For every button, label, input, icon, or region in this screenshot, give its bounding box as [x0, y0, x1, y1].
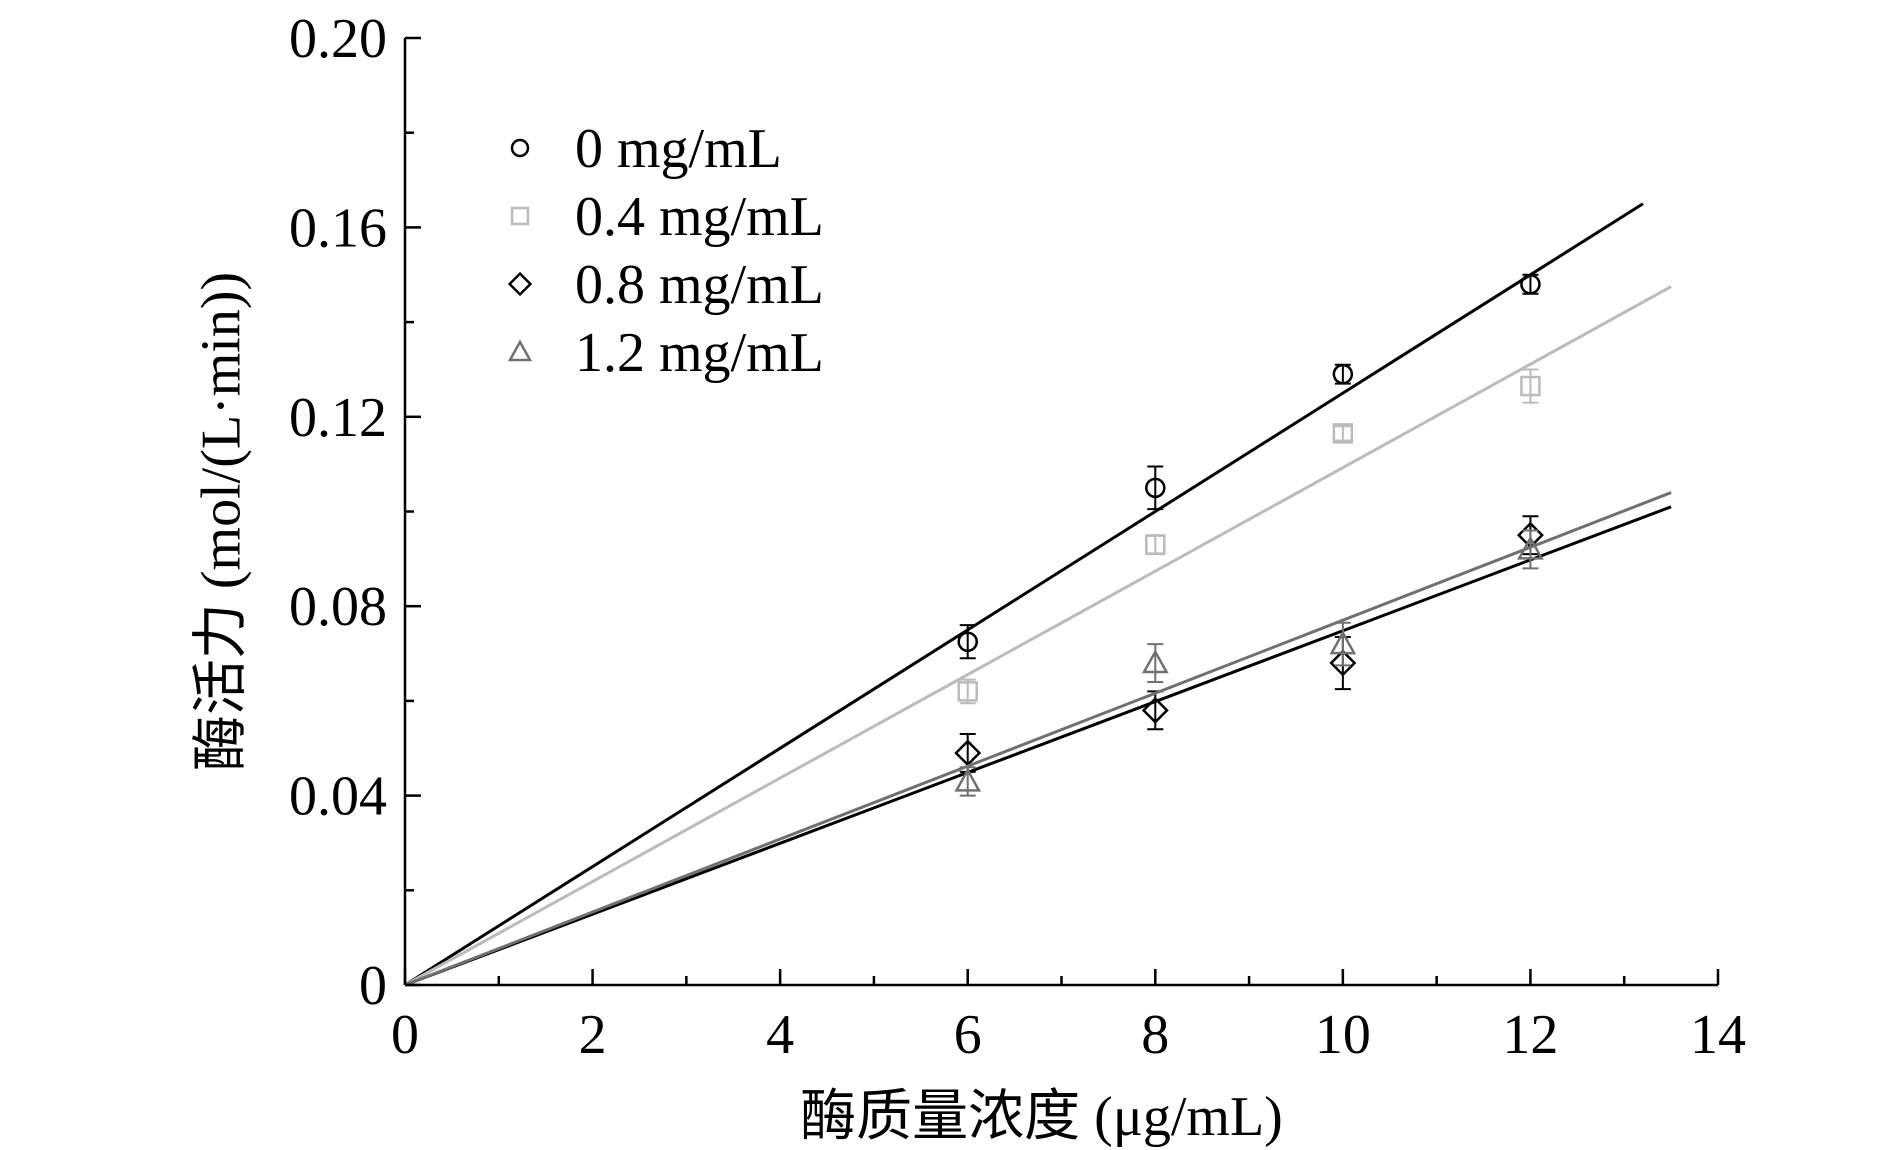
series-1: [404, 285, 1672, 987]
series-2: [404, 505, 1672, 987]
x-tick-label: 4: [766, 1004, 794, 1066]
fit-line: [404, 285, 1672, 987]
data-point: [1517, 535, 1544, 560]
x-tick-label: 2: [579, 1004, 607, 1066]
fit-line: [404, 202, 1644, 987]
y-tick-label: 0.08: [289, 576, 387, 638]
axes: [403, 38, 1718, 987]
x-tick-label: 14: [1690, 1004, 1746, 1066]
data-point: [1329, 649, 1357, 677]
data-point: [1141, 649, 1169, 674]
legend-label: 1.2 mg/mL: [575, 322, 824, 384]
fit-line: [404, 491, 1672, 987]
legend-marker: [507, 271, 533, 297]
legend: 0 mg/mL0.4 mg/mL0.8 mg/mL1.2 mg/mL: [507, 118, 824, 384]
legend-label: 0 mg/mL: [575, 118, 782, 180]
x-tick-label: 6: [954, 1004, 982, 1066]
data-point: [1145, 477, 1166, 499]
data-point: [1520, 273, 1541, 295]
data-point: [954, 767, 982, 792]
series-0: [404, 202, 1644, 987]
legend-label: 0.8 mg/mL: [575, 254, 824, 316]
data-point: [957, 681, 978, 702]
legend-marker: [510, 206, 530, 226]
legend-label: 0.4 mg/mL: [575, 186, 824, 248]
plot-area: [404, 202, 1672, 987]
y-tick-label: 0.20: [289, 8, 387, 70]
y-tick-label: 0.12: [289, 387, 387, 449]
data-point: [1145, 534, 1166, 555]
x-tick-label: 12: [1502, 1004, 1558, 1066]
data-point: [1329, 630, 1357, 655]
data-point: [1332, 363, 1354, 385]
y-tick-label: 0: [359, 955, 387, 1017]
y-axis-title: 酶活力 (mol/(L·min)): [191, 272, 253, 771]
legend-marker: [507, 339, 533, 362]
y-tick-label: 0.04: [289, 766, 387, 828]
series-3: [404, 491, 1672, 987]
y-tick-label: 0.16: [289, 197, 387, 259]
data-point: [957, 631, 978, 652]
x-tick-label: 8: [1141, 1004, 1169, 1066]
x-axis-title: 酶质量浓度 (μg/mL): [800, 1086, 1283, 1148]
x-tick-label: 0: [391, 1004, 419, 1066]
legend-marker: [510, 138, 530, 158]
data-point: [1141, 696, 1169, 724]
data-point: [1520, 375, 1541, 397]
x-tick-label: 10: [1315, 1004, 1371, 1066]
data-point: [1332, 423, 1354, 444]
fit-line: [404, 505, 1672, 987]
ticks: 0 2 4 6 8 10 12 14 0 0.04 0.08 0.12 0.16 0.20: [289, 8, 1746, 1066]
